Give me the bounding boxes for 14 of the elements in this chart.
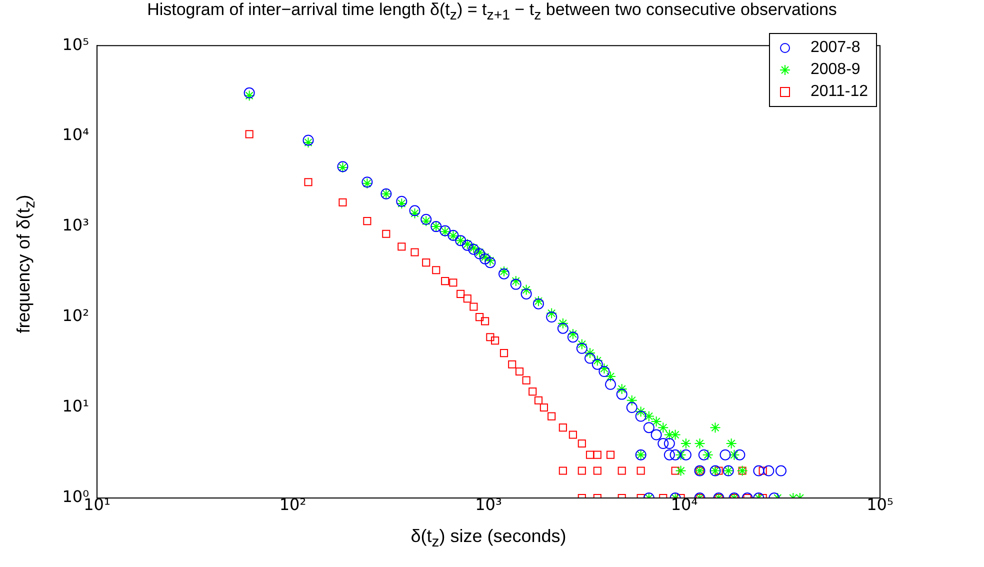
chart-title: Histogram of inter−arrival time length δ(t$_{z}$) = t$_{z+1}$ − t$_{z}$ between two consecutive observations <box>146 0 838 24</box>
legend-label: 2008-9 <box>810 60 860 80</box>
x-tick-label: 10⁴ <box>670 494 698 514</box>
x-axis-title: δ(t$_{z}$) size (seconds) <box>410 526 568 551</box>
y-tick-label: 10⁴ <box>62 125 89 144</box>
legend-label: 2007-8 <box>810 38 860 58</box>
y-tick-label: 10³ <box>62 216 89 235</box>
y-tick-label: 10² <box>62 306 89 326</box>
y-tick-label: 10⁵ <box>62 34 89 54</box>
legend-label: 2011-12 <box>810 82 868 102</box>
x-tick-label: 10⁵ <box>866 494 894 514</box>
y-tick-label: 10¹ <box>62 396 89 416</box>
x-tick-label: 10³ <box>475 494 502 514</box>
x-tick-label: 10² <box>279 494 306 514</box>
